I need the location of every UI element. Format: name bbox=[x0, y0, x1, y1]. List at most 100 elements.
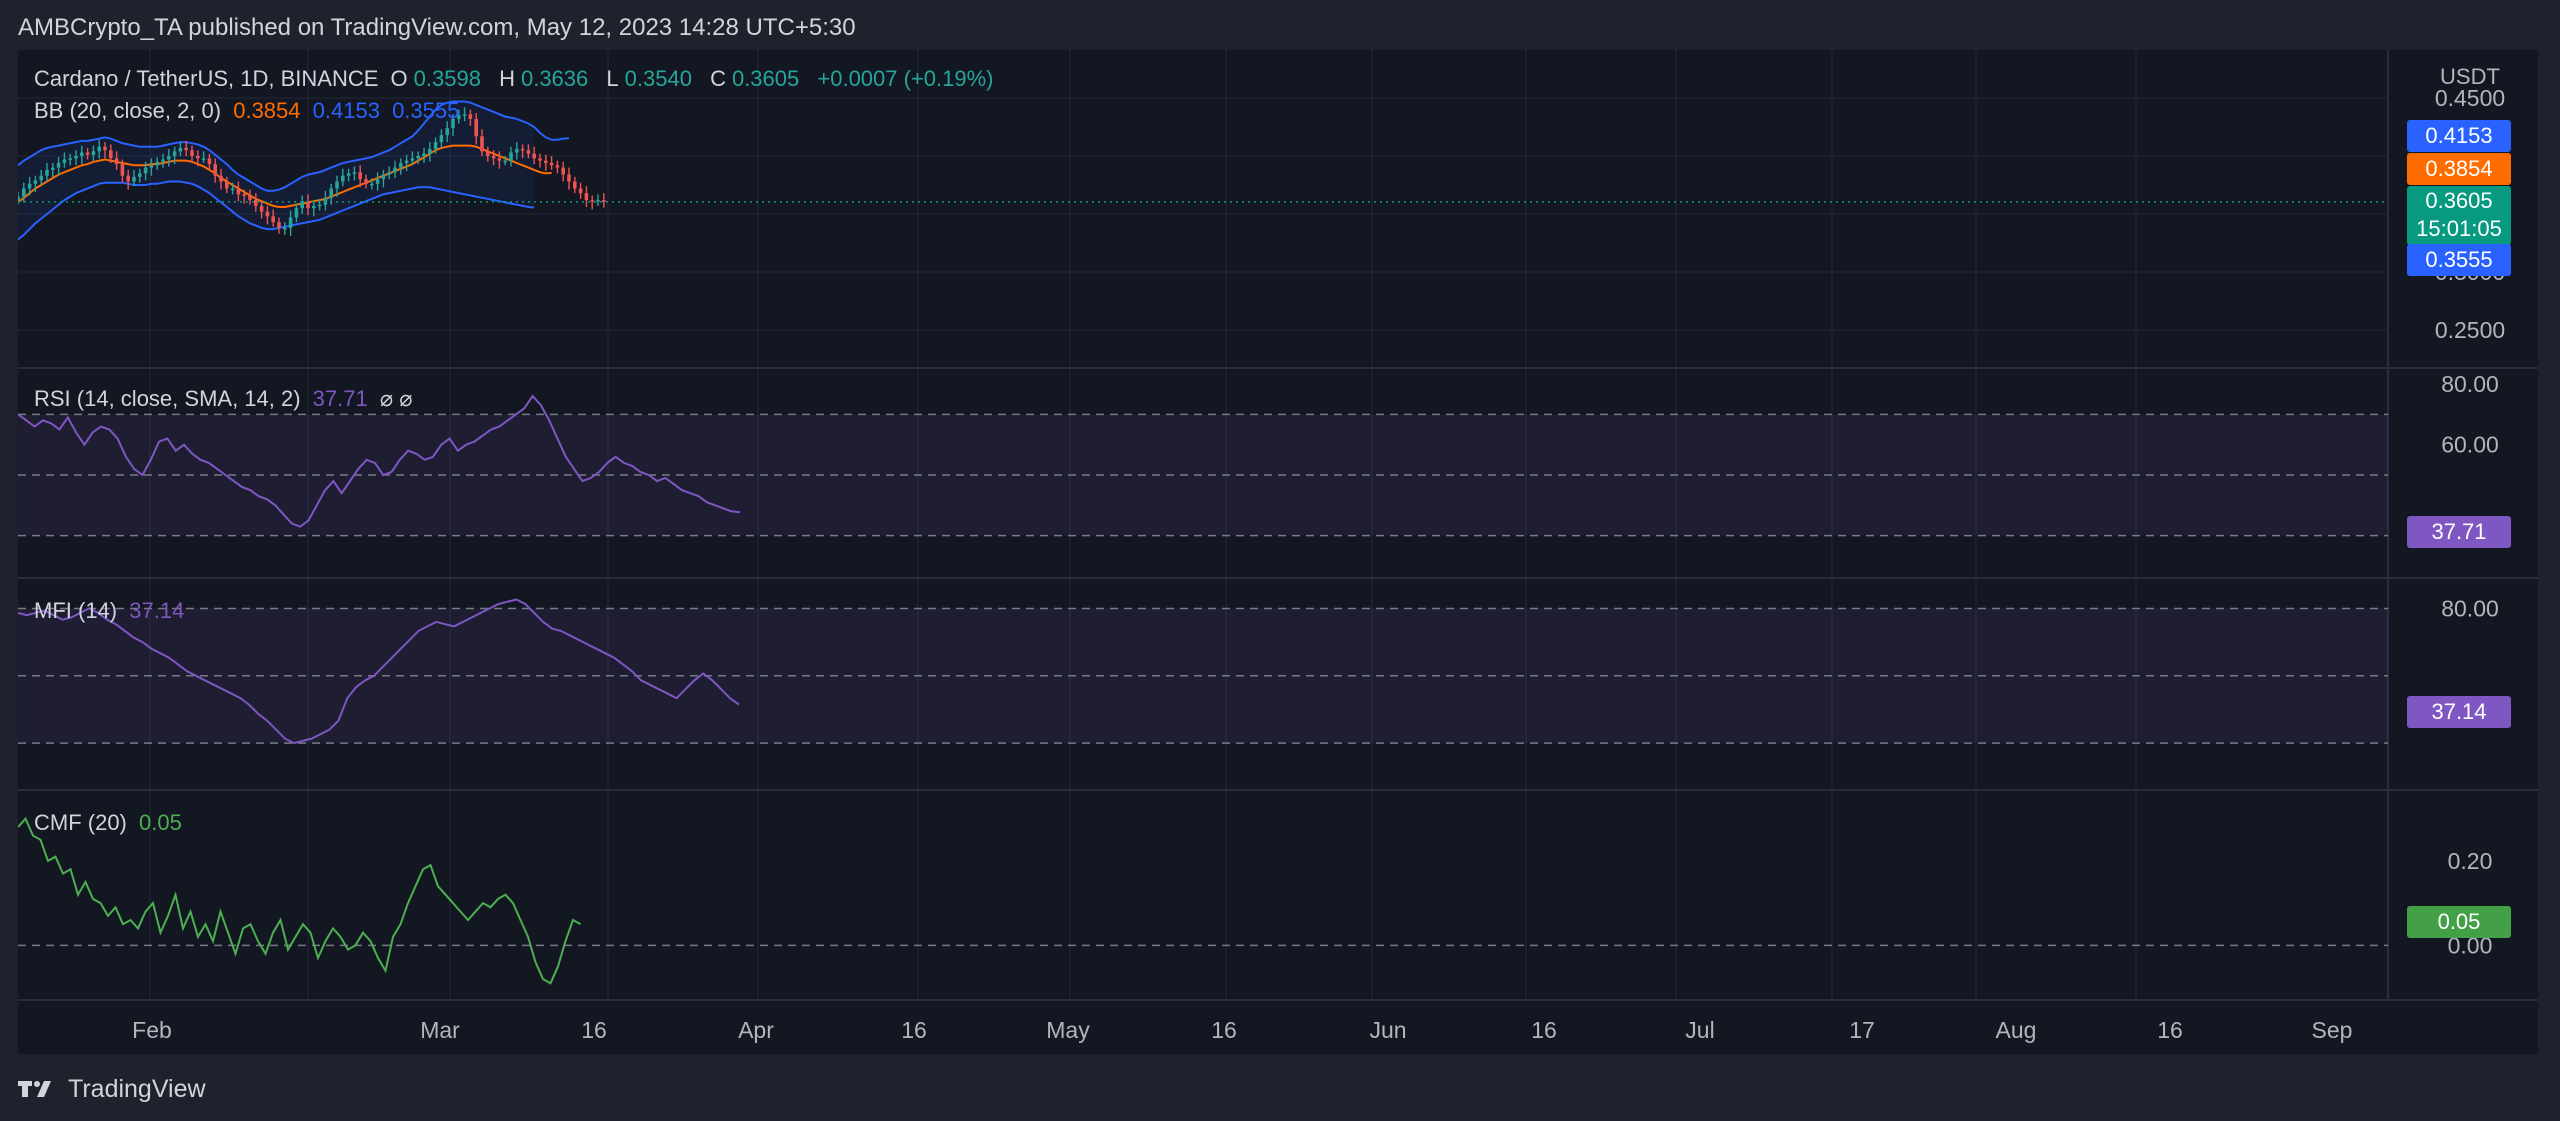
brand-name: TradingView bbox=[68, 1074, 206, 1103]
candle-body bbox=[526, 150, 531, 154]
candle-body bbox=[590, 200, 594, 202]
candle-body bbox=[433, 142, 438, 150]
rsi-axis-tick: 80.00 bbox=[2441, 371, 2499, 397]
candle-body bbox=[300, 201, 304, 209]
chart-area[interactable]: 0.45000.30000.2500USDT80.0060.0080.000.2… bbox=[18, 50, 2538, 1054]
candle-body bbox=[474, 118, 478, 137]
candle-body bbox=[445, 128, 449, 136]
candle-body bbox=[201, 158, 206, 160]
tradingview-brand[interactable]: TradingView bbox=[18, 1071, 206, 1107]
change-value: +0.0007 (+0.19%) bbox=[817, 66, 994, 91]
candle-body bbox=[375, 179, 380, 184]
candle-body bbox=[207, 158, 212, 165]
bb-lower-price-label: 0.3555 bbox=[2407, 244, 2511, 276]
candle-body bbox=[265, 211, 270, 217]
candle-body bbox=[468, 114, 473, 119]
candle-body bbox=[497, 158, 502, 161]
cmf-legend[interactable]: CMF (20) 0.05 bbox=[34, 810, 188, 836]
candle-body bbox=[132, 176, 136, 182]
mfi-value: 37.14 bbox=[129, 598, 185, 623]
time-axis-tick: Jul bbox=[1685, 1017, 1714, 1043]
candle-body bbox=[370, 183, 374, 186]
candle-body bbox=[602, 200, 606, 202]
bar-countdown: 15:01:05 bbox=[2416, 216, 2502, 241]
rsi-suffix: ⌀ ⌀ bbox=[379, 386, 413, 411]
candle-body bbox=[85, 152, 90, 155]
candle-body bbox=[259, 205, 264, 212]
candle-body bbox=[509, 152, 513, 161]
mfi-legend[interactable]: MFI (14) 37.14 bbox=[34, 598, 190, 624]
candle-body bbox=[515, 149, 519, 153]
candle-body bbox=[503, 160, 507, 163]
time-axis-tick: 16 bbox=[901, 1017, 927, 1043]
candle-body bbox=[143, 167, 148, 174]
time-axis-tick: Sep bbox=[2312, 1017, 2353, 1043]
candle-body bbox=[358, 172, 362, 180]
publisher-line: AMBCrypto_TA published on TradingView.co… bbox=[18, 14, 856, 41]
candle-body bbox=[544, 160, 548, 163]
candle-body bbox=[103, 146, 107, 151]
candle-body bbox=[341, 175, 345, 182]
open-label: O bbox=[390, 66, 408, 91]
candle-body bbox=[364, 179, 368, 184]
candle-body bbox=[45, 169, 49, 176]
candle-body bbox=[277, 222, 281, 228]
candle-body bbox=[457, 115, 461, 119]
candle-body bbox=[219, 175, 223, 182]
bb-lower-value: 0.3555 bbox=[392, 98, 460, 123]
candle-body bbox=[381, 174, 386, 180]
candle-body bbox=[155, 161, 159, 166]
rsi-value: 37.71 bbox=[312, 386, 368, 411]
candle-body bbox=[491, 156, 496, 159]
cmf-label[interactable]: CMF (20) bbox=[34, 810, 127, 835]
time-axis-tick: Mar bbox=[420, 1017, 460, 1043]
candle-body bbox=[451, 118, 455, 129]
bb-legend[interactable]: BB (20, close, 2, 0) 0.3854 0.4153 0.355… bbox=[34, 98, 465, 124]
candle-body bbox=[410, 158, 415, 161]
candle-body bbox=[555, 165, 560, 168]
candle-body bbox=[236, 188, 241, 195]
candle-body bbox=[56, 162, 61, 168]
candle-body bbox=[312, 205, 316, 209]
price-axis-tick: 0.2500 bbox=[2435, 317, 2505, 343]
candle-body bbox=[584, 193, 589, 201]
bb-upper-price-label: 0.4153 bbox=[2407, 120, 2511, 152]
candle-body bbox=[254, 200, 258, 206]
candle-body bbox=[109, 150, 113, 159]
candle-body bbox=[18, 196, 20, 201]
candle-body bbox=[532, 153, 536, 159]
candle-body bbox=[294, 208, 299, 218]
candle-body bbox=[51, 167, 55, 170]
time-axis-tick: Apr bbox=[738, 1017, 774, 1043]
rsi-legend[interactable]: RSI (14, close, SMA, 14, 2) 37.71 ⌀ ⌀ bbox=[34, 386, 418, 412]
candle-body bbox=[33, 180, 38, 184]
mfi-label[interactable]: MFI (14) bbox=[34, 598, 118, 623]
candle-body bbox=[538, 158, 542, 161]
symbol-legend[interactable]: Cardano / TetherUS, 1D, BINANCE O 0.3598 … bbox=[34, 66, 1000, 92]
rsi-label[interactable]: RSI (14, close, SMA, 14, 2) bbox=[34, 386, 301, 411]
candle-body bbox=[178, 147, 183, 152]
candle-body bbox=[91, 151, 96, 155]
bb-basis-line bbox=[18, 144, 552, 208]
candle-body bbox=[462, 114, 467, 116]
last-price-label: 0.3605 15:01:05 bbox=[2407, 186, 2511, 245]
candle-body bbox=[271, 216, 275, 223]
candle-body bbox=[126, 175, 130, 182]
candle-body bbox=[120, 164, 125, 176]
candle-body bbox=[288, 217, 293, 228]
chart-canvas[interactable]: 0.45000.30000.2500USDT80.0060.0080.000.2… bbox=[18, 50, 2538, 1054]
candle-body bbox=[27, 183, 32, 189]
high-label: H bbox=[499, 66, 515, 91]
candle-body bbox=[97, 146, 101, 152]
time-axis-tick: Feb bbox=[132, 1017, 172, 1043]
bb-label[interactable]: BB (20, close, 2, 0) bbox=[34, 98, 222, 123]
candle-body bbox=[22, 188, 26, 197]
candle-body bbox=[167, 156, 171, 160]
last-price-value: 0.3605 bbox=[2425, 188, 2493, 213]
candle-body bbox=[138, 173, 142, 177]
candle-body bbox=[196, 156, 200, 159]
cmf-line bbox=[18, 816, 581, 985]
symbol-name[interactable]: Cardano / TetherUS, 1D, BINANCE bbox=[34, 66, 379, 91]
candle-body bbox=[422, 153, 426, 156]
price-axis-tick: 0.4500 bbox=[2435, 85, 2505, 111]
